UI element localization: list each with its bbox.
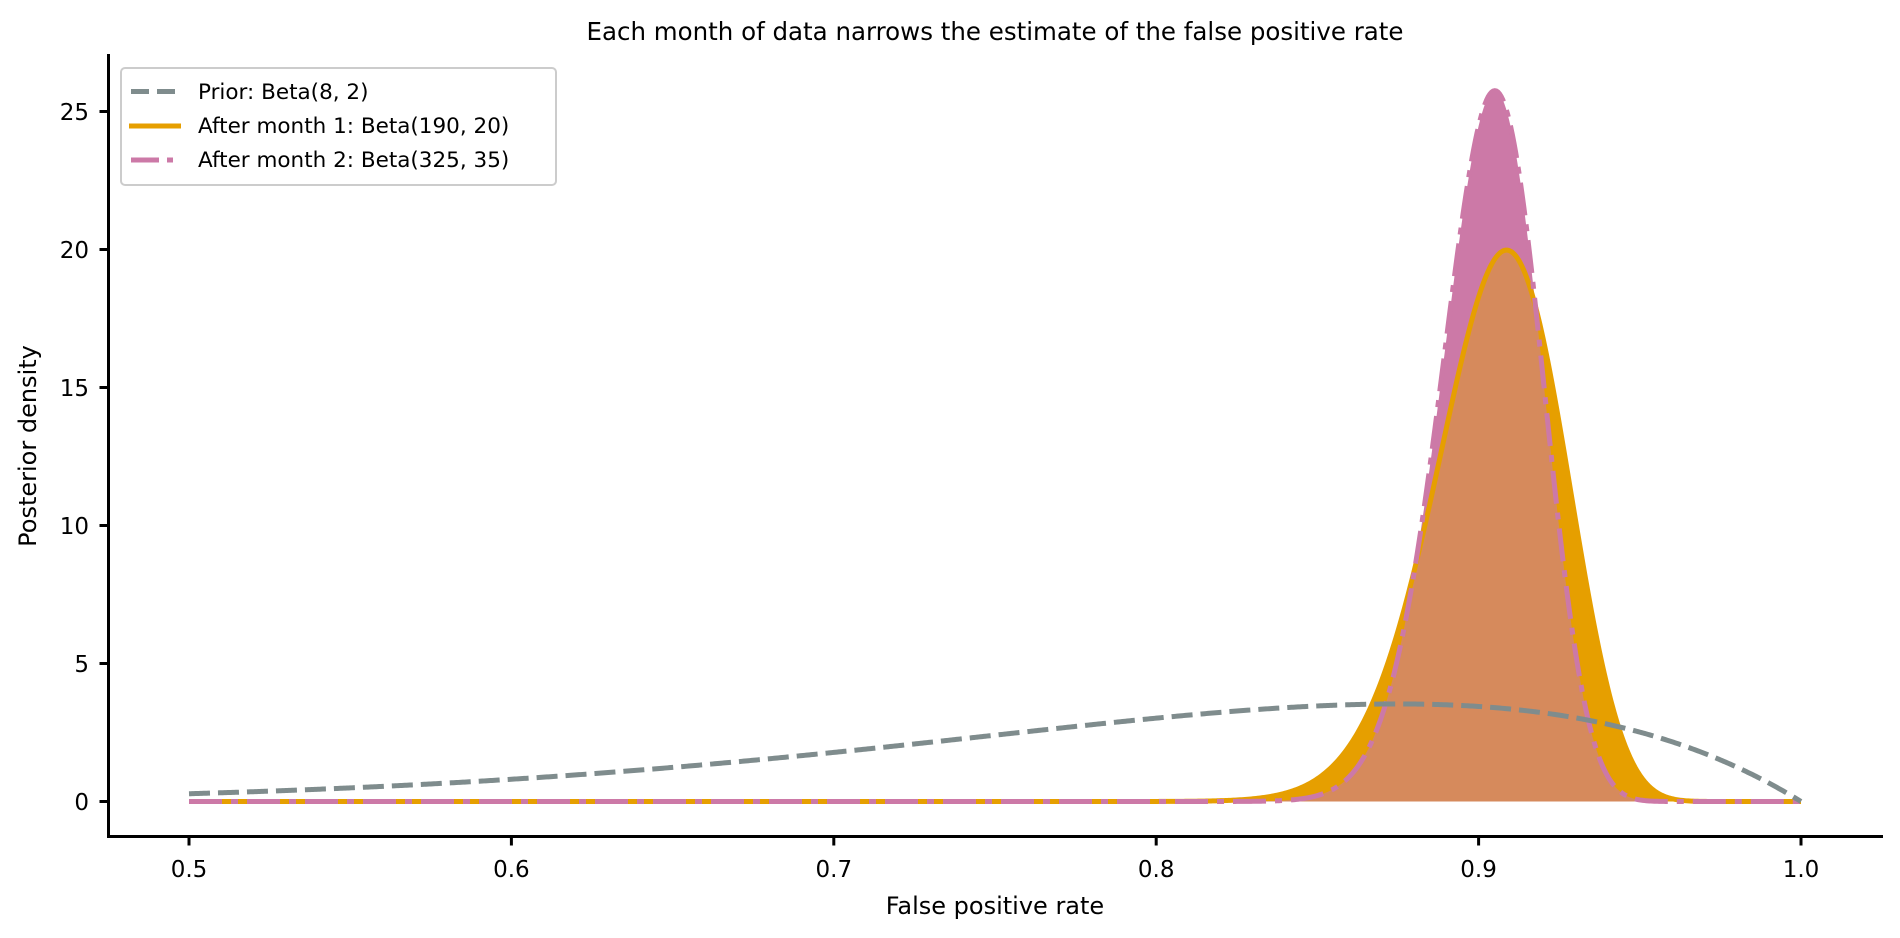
y-tick-label: 5 — [74, 652, 89, 678]
x-axis-ticks: 0.5 0.6 0.7 0.8 0.9 1.0 — [171, 836, 1820, 883]
series-month1-line — [188, 247, 1802, 804]
chart-title: Each month of data narrows the estimate … — [587, 17, 1404, 46]
legend-label: After month 1: Beta(190, 20) — [198, 114, 509, 139]
x-tick-label: 0.7 — [816, 857, 853, 883]
legend: Prior: Beta(8, 2) After month 1: Beta(19… — [120, 67, 557, 186]
y-axis-label: Posterior density — [14, 345, 42, 547]
y-tick-label: 20 — [60, 238, 89, 264]
legend-box — [120, 67, 557, 186]
series-prior-line — [188, 701, 1803, 804]
y-tick-label: 0 — [74, 790, 89, 816]
x-axis-label: False positive rate — [886, 892, 1104, 920]
y-tick-label: 25 — [60, 100, 89, 126]
x-tick-label: 1.0 — [1783, 857, 1820, 883]
series-overlap-fill — [189, 250, 1801, 802]
legend-label: After month 2: Beta(325, 35) — [198, 148, 509, 173]
legend-item-month1: After month 1: Beta(190, 20) — [129, 114, 509, 139]
y-axis-ticks: 0 5 10 15 20 25 — [60, 100, 109, 816]
y-tick-label: 15 — [60, 376, 89, 402]
plot-area — [188, 88, 1803, 804]
y-tick-label: 10 — [60, 514, 89, 540]
x-tick-label: 0.6 — [493, 857, 530, 883]
x-tick-label: 0.8 — [1138, 857, 1175, 883]
legend-item-prior: Prior: Beta(8, 2) — [131, 80, 368, 105]
legend-label: Prior: Beta(8, 2) — [198, 80, 368, 105]
x-tick-label: 0.9 — [1460, 857, 1497, 883]
x-tick-label: 0.5 — [171, 857, 208, 883]
legend-item-month2: After month 2: Beta(325, 35) — [131, 148, 509, 173]
